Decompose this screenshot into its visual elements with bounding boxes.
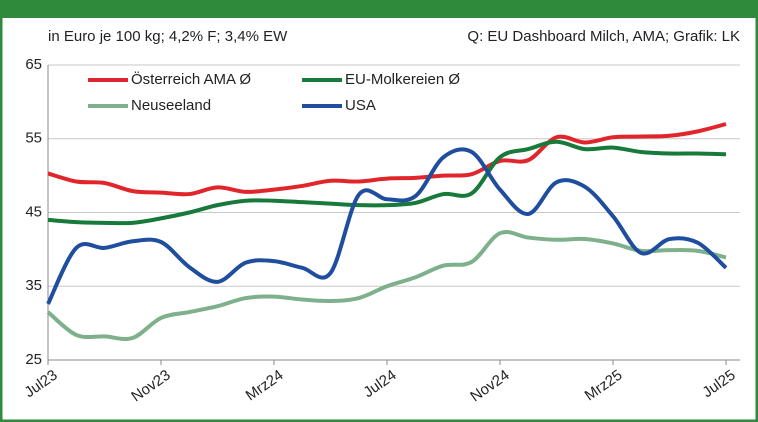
series-line	[47, 139, 727, 226]
series-line	[47, 122, 727, 197]
series-line	[46, 147, 728, 305]
subtitle: in Euro je 100 kg; 4,2% F; 3,4% EW	[48, 28, 288, 45]
y-tick-label: 45	[25, 203, 42, 220]
y-tick-label: 25	[25, 351, 42, 368]
y-tick-label: 55	[25, 130, 42, 147]
series-line	[46, 229, 727, 342]
legend-label: Neuseeland	[131, 97, 211, 114]
y-tick-label: 65	[25, 56, 42, 73]
source: Q: EU Dashboard Milch, AMA; Grafik: LK	[467, 28, 740, 45]
banner	[0, 0, 758, 18]
legend-label: EU-Molkereien Ø	[345, 71, 460, 88]
legend-label: USA	[345, 97, 376, 114]
legend-label: Österreich AMA Ø	[131, 70, 251, 88]
y-tick-label: 35	[25, 277, 42, 294]
